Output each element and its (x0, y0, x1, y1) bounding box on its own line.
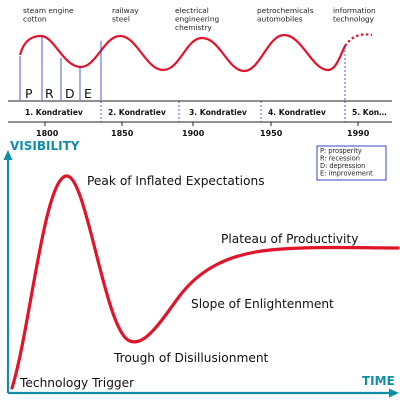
hype-cycle-panel: VISIBILITY TIME Technology Trigger Peak … (3, 139, 400, 398)
label-plateau-of-productivity: Plateau of Productivity (221, 232, 358, 246)
phase-divider-lines (19, 36, 346, 100)
legend-prosperity: P: prosperity (320, 147, 362, 155)
x-axis-label: TIME (362, 374, 395, 388)
y-axis-arrow (3, 150, 13, 160)
label-slope-of-enlightenment: Slope of Enlightenment (191, 297, 334, 311)
phase-letter-p: P (25, 86, 33, 101)
tech-3-line3: chemistry (175, 23, 212, 32)
wave-label-3: 3. Kondratiev (189, 108, 247, 117)
kondratiev-wave-curve (18, 33, 346, 73)
legend-depression: D: depression (320, 162, 365, 170)
wave-label-2: 2. Kondratiev (108, 108, 166, 117)
phase-letters: P R D E (25, 86, 92, 101)
tech-5-line1: information (333, 6, 376, 15)
y-axis-label: VISIBILITY (10, 139, 80, 153)
tech-5-line2: technology (333, 15, 375, 24)
year-label-1900: 1900 (182, 129, 205, 138)
wave-label-4: 4. Kondratiev (268, 108, 326, 117)
kondratiev-panel: steam engine cotton railway steel electr… (8, 6, 392, 138)
tech-1-line1: steam engine (23, 6, 74, 15)
legend-recession: R: recession (320, 155, 360, 163)
phase-legend: P: prosperity R: recession D: depression… (316, 145, 387, 181)
kondratiev-wave-dotted (344, 33, 373, 47)
year-label-1800: 1800 (36, 129, 59, 138)
year-ticks (44, 122, 359, 126)
tech-3-line1: electrical (175, 6, 209, 15)
tech-3-line2: engineering (175, 15, 220, 24)
tech-4-line2: automobiles (257, 15, 303, 24)
wave-separators (100, 101, 346, 122)
x-axis-arrow (389, 388, 399, 398)
hype-axes: VISIBILITY TIME (3, 139, 399, 398)
year-label-1950: 1950 (260, 129, 283, 138)
wave-label-1: 1. Kondratiev (25, 108, 83, 117)
year-labels: 1800 1850 1900 1950 1990 (36, 129, 370, 138)
tech-4-line1: petrochemicals (257, 6, 314, 15)
hype-curve (10, 174, 400, 390)
phase-letter-r: R (45, 86, 54, 101)
year-label-1850: 1850 (111, 129, 134, 138)
hype-phase-labels: Technology Trigger Peak of Inflated Expe… (19, 174, 358, 390)
technology-labels: steam engine cotton railway steel electr… (23, 6, 376, 32)
label-technology-trigger: Technology Trigger (19, 376, 135, 390)
legend-improvement: E: improvement (320, 170, 373, 178)
label-trough-of-disillusionment: Trough of Disillusionment (113, 351, 269, 365)
year-label-1990: 1990 (347, 129, 370, 138)
tech-2-line2: steel (112, 15, 130, 24)
phase-letter-d: D (65, 86, 75, 101)
phase-letter-e: E (84, 86, 92, 101)
label-peak-of-inflated-expectations: Peak of Inflated Expectations (87, 174, 265, 188)
wave-labels: 1. Kondratiev 2. Kondratiev 3. Kondratie… (25, 108, 387, 117)
tech-2-line1: railway (112, 6, 139, 15)
tech-1-line2: cotton (23, 15, 47, 24)
wave-label-5: 5. Kon… (352, 108, 387, 117)
